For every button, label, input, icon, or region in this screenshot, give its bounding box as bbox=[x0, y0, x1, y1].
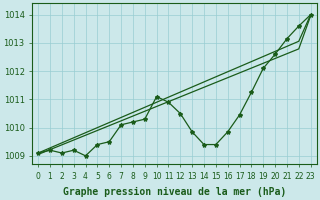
X-axis label: Graphe pression niveau de la mer (hPa): Graphe pression niveau de la mer (hPa) bbox=[63, 186, 286, 197]
